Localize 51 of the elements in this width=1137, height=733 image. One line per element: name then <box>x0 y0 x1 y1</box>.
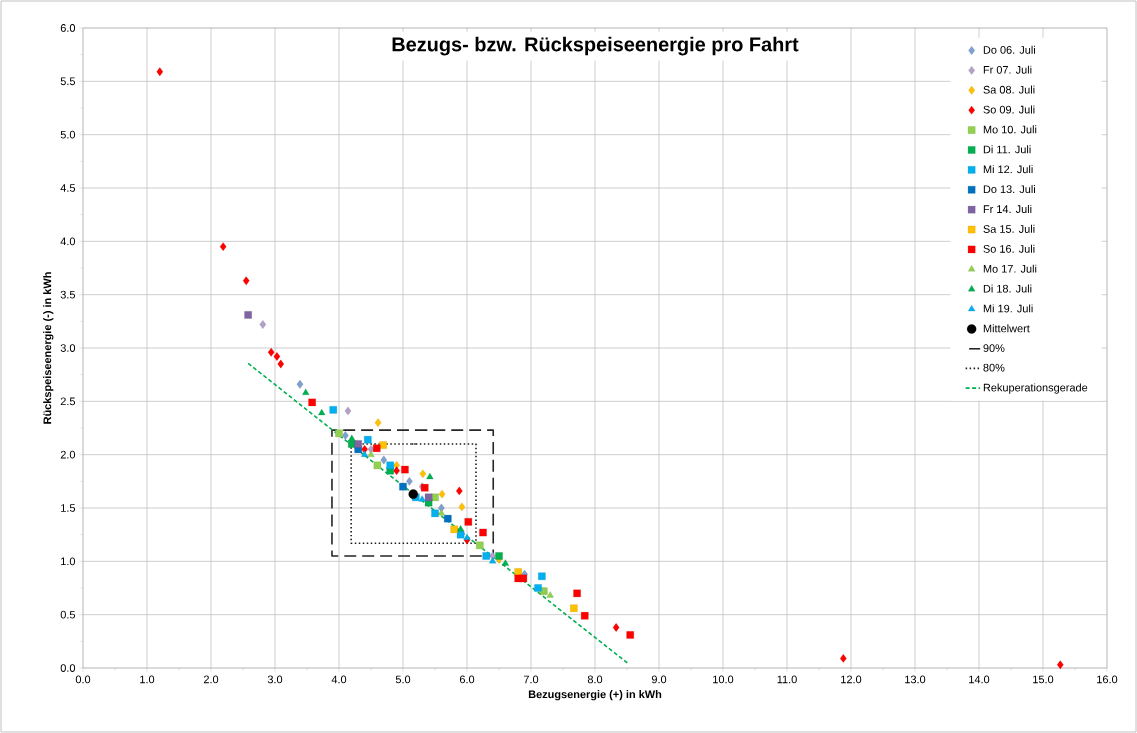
x-tick-label: 8.0 <box>587 675 603 684</box>
y-tick-label: 1.5 <box>61 504 76 512</box>
y-tick-label: 5.0 <box>60 130 76 139</box>
x-tick-label: 0.0 <box>75 675 91 684</box>
legend-label: Mo 17. Juli <box>983 264 1037 273</box>
legend-label: Rekuperationsgerade <box>983 383 1088 394</box>
x-tick-label: 1.0 <box>140 675 155 684</box>
x-tick-label: 14.0 <box>969 675 990 684</box>
x-tick-label: 5.0 <box>395 675 411 684</box>
legend-label: Mittelwert <box>983 324 1030 333</box>
legend-label: 80% <box>983 363 1005 372</box>
y-tick-label: 4.5 <box>60 184 76 192</box>
x-tick-label: 6.0 <box>459 675 475 684</box>
y-tick-label: 3.0 <box>60 344 76 352</box>
legend-label: Mi 19. Juli <box>983 304 1033 313</box>
legend-label: Sa 08. Juli <box>983 85 1035 94</box>
y-tick-label: 2.5 <box>60 397 76 406</box>
x-tick-label: 7.0 <box>523 675 539 684</box>
x-tick-label: 9.0 <box>651 675 667 684</box>
y-tick-label: 4.0 <box>60 237 76 246</box>
y-axis-title: Rückspeiseenergie (-) in kWh <box>43 272 54 424</box>
x-tick-label: 13.0 <box>905 675 926 684</box>
x-tick-label: 4.0 <box>331 675 347 684</box>
legend-label: Mo 10. Juli <box>983 125 1037 134</box>
y-tick-label: 5.5 <box>60 77 76 86</box>
y-tick-label: 2.0 <box>60 450 76 459</box>
legend-label: Mi 12. Juli <box>983 165 1033 174</box>
x-tick-label: 12.0 <box>841 675 862 684</box>
legend-label: Sa 15. Juli <box>983 224 1035 233</box>
legend-label: Fr 14. Juli <box>983 204 1032 213</box>
legend-label: Di 18. Juli <box>983 284 1032 293</box>
x-tick-label: 3.0 <box>267 675 283 684</box>
legend-label: Do 13. Juli <box>983 185 1035 194</box>
x-tick-label: 10.0 <box>713 675 734 684</box>
x-axis-title: Bezugsenergie (+) in kWh <box>528 690 662 701</box>
y-tick-label: 0.0 <box>60 664 76 672</box>
chart-title: Bezugs- bzw. Rückspeiseenergie pro Fahrt <box>392 36 799 56</box>
legend-label: Do 06. Juli <box>983 45 1035 54</box>
x-tick-label: 15.0 <box>1033 675 1054 684</box>
x-tick-label: 11.0 <box>777 675 797 684</box>
legend-label: So 16. Juli <box>983 244 1035 253</box>
legend-label: Di 11. Juli <box>983 145 1031 154</box>
x-tick-label: 2.0 <box>203 675 219 684</box>
legend-label: 90% <box>983 344 1005 352</box>
legend-label: Fr 07. Juli <box>983 65 1032 74</box>
x-tick-label: 16.0 <box>1097 675 1118 684</box>
y-tick-label: 1.0 <box>61 557 76 566</box>
legend-label: So 09. Juli <box>983 105 1035 114</box>
y-tick-label: 0.5 <box>60 610 76 619</box>
y-tick-label: 3.5 <box>60 290 76 299</box>
y-tick-label: 6.0 <box>60 24 76 32</box>
